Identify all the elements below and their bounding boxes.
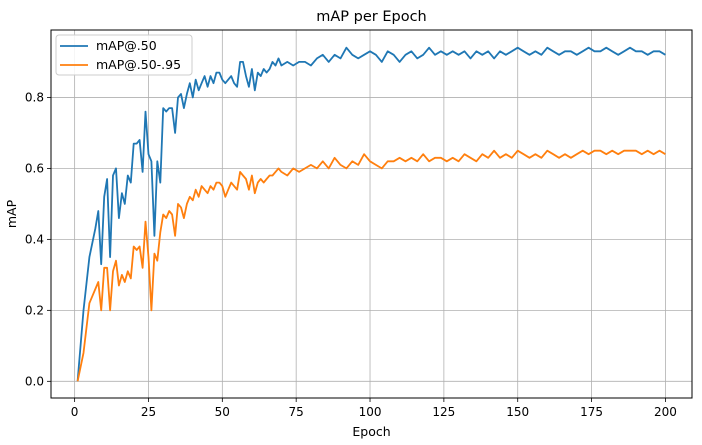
x-tick-label: 100 <box>359 405 382 419</box>
legend-label-map50: mAP@.50 <box>96 38 157 53</box>
x-tick-label: 25 <box>141 405 156 419</box>
legend-box <box>55 34 193 76</box>
y-tick-label: 0.0 <box>25 374 44 388</box>
plot-frame <box>50 29 693 399</box>
x-tick-label: 50 <box>215 405 230 419</box>
series-line-map50-95 <box>76 149 666 382</box>
y-axis-label: mAP <box>4 199 19 228</box>
x-tick-label: 200 <box>654 405 677 419</box>
x-tick-label: 0 <box>71 405 79 419</box>
y-tick-label: 0.6 <box>25 161 44 175</box>
x-tick-label: 75 <box>289 405 304 419</box>
gridlines <box>51 30 692 398</box>
axis-ticks: 0 25 50 75 100 125 150 175 200 0.0 0.2 0.4 0.6 0.8 <box>25 90 677 419</box>
x-tick-label: 150 <box>506 405 529 419</box>
plot-area <box>51 30 692 398</box>
chart-title: mAP per Epoch <box>316 9 427 25</box>
y-tick-label: 0.8 <box>25 90 44 104</box>
legend: mAP@.50 mAP@.50-.95 <box>55 34 193 76</box>
y-tick-label: 0.4 <box>25 232 44 246</box>
x-axis-label: Epoch <box>352 424 390 439</box>
series-lines <box>76 46 666 382</box>
y-tick-label: 0.2 <box>25 303 44 317</box>
x-tick-label: 125 <box>432 405 455 419</box>
x-tick-label: 175 <box>580 405 603 419</box>
series-line-map50 <box>76 46 666 382</box>
legend-label-map50-95: mAP@.50-.95 <box>96 57 181 72</box>
